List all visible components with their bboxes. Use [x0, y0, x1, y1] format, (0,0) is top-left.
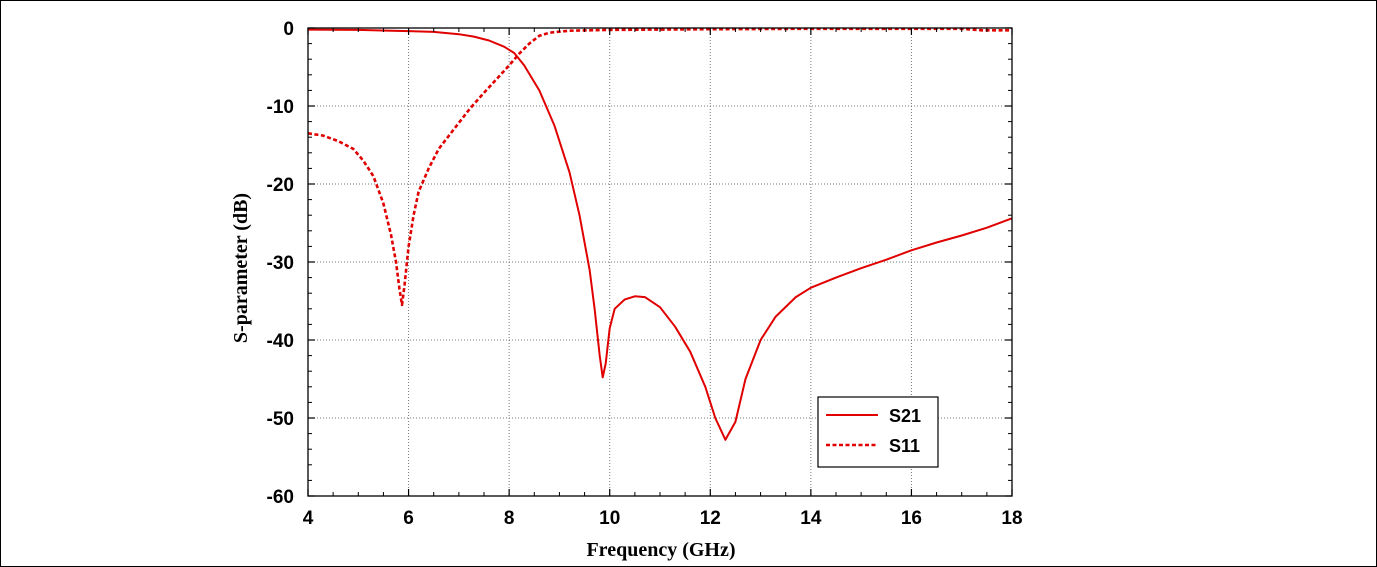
- grid: [308, 28, 1012, 496]
- x-tick-label: 10: [599, 508, 620, 529]
- y-tick-label: 0: [283, 19, 294, 40]
- x-tick-label: 16: [901, 508, 922, 529]
- legend-label-s21: S21: [889, 406, 921, 426]
- x-tick-label: 4: [303, 508, 314, 529]
- y-tick-label: -40: [267, 331, 294, 352]
- y-tick-label: -50: [267, 409, 294, 430]
- legend-label-s11: S11: [889, 436, 920, 456]
- x-tick-label: 8: [504, 508, 515, 529]
- legend-box: [817, 396, 939, 468]
- y-tick-label: -20: [267, 175, 294, 196]
- y-tick-label: -60: [267, 487, 294, 508]
- x-tick-label: 6: [403, 508, 414, 529]
- x-tick-label: 18: [1001, 508, 1022, 529]
- series-line-s21: [308, 28, 1012, 441]
- series-line-s11: [308, 27, 1012, 307]
- x-axis-title: Frequency (GHz): [586, 539, 735, 561]
- y-axis-title: S-parameter (dB): [230, 193, 252, 343]
- y-tick-label: -10: [267, 97, 294, 118]
- y-tick-label: -30: [267, 253, 294, 274]
- tick-labels: 4 6 8 10 12 14 16 18 0 -10 -20 -30 -40 -50 -60: [267, 19, 1023, 529]
- x-tick-label: 12: [700, 508, 721, 529]
- legend: S21 S11: [817, 396, 939, 468]
- series-group: [308, 27, 1012, 441]
- axes: [307, 27, 1013, 497]
- x-tick-label: 14: [800, 508, 822, 529]
